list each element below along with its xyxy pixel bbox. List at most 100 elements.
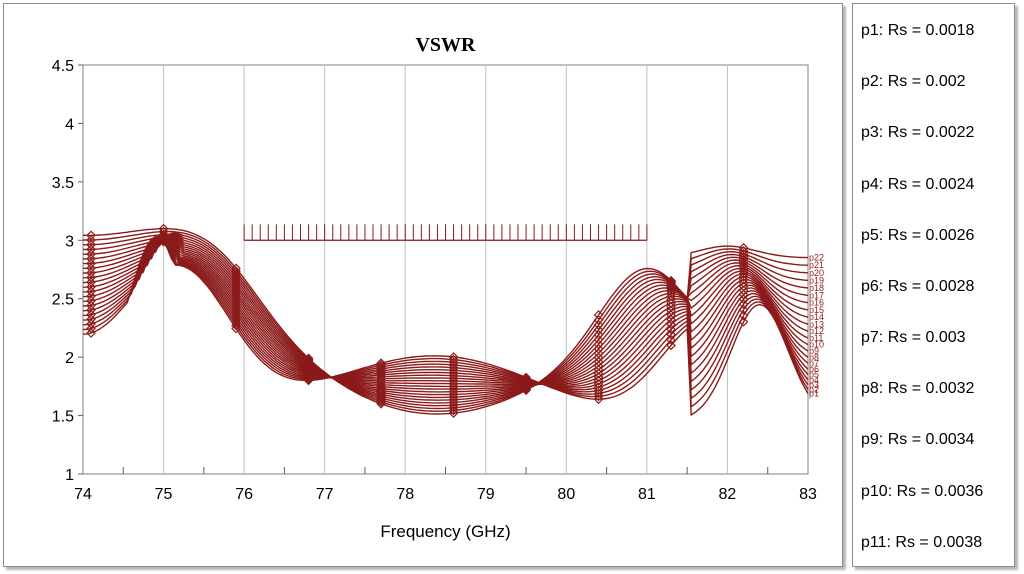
series-marker [448, 408, 459, 418]
series-marker [86, 263, 96, 273]
series-end-label: p6 [809, 364, 819, 374]
legend-panel: p1: Rs = 0.0018 p2: Rs = 0.002 p3: Rs = … [852, 3, 1015, 567]
series-marker [86, 258, 96, 269]
x-tick-label: 77 [316, 486, 334, 503]
series-marker [86, 277, 96, 288]
series-marker [86, 239, 96, 250]
series-line-22 [83, 227, 809, 415]
series-marker [86, 309, 96, 320]
x-tick-label: 74 [74, 486, 92, 503]
y-tick-label: 3.5 [52, 175, 74, 192]
x-tick-label: 75 [155, 486, 173, 503]
series-marker [86, 295, 96, 306]
series-marker [86, 253, 96, 264]
series-marker [86, 305, 96, 315]
series-end-label: p15 [809, 305, 824, 315]
series-end-label: p12 [809, 326, 824, 336]
series-end-label: p20 [809, 268, 824, 278]
series-marker [593, 372, 604, 382]
legend-item-p5: p5: Rs = 0.0026 [861, 227, 975, 244]
series-end-label: p16 [809, 298, 824, 308]
legend-item-p3: p3: Rs = 0.0022 [861, 124, 975, 141]
x-axis-title: Frequency (GHz) [380, 522, 510, 541]
x-tick-label: 80 [557, 486, 575, 503]
series-marker [376, 397, 386, 407]
series-marker [158, 223, 169, 234]
y-tick-label: 4.5 [52, 58, 74, 75]
y-tick-label: 3 [65, 233, 74, 250]
series-marker [86, 286, 96, 297]
series-marker [231, 263, 241, 274]
legend-item-p1: p1: Rs = 0.0018 [861, 22, 975, 39]
series-marker [86, 235, 96, 245]
series-marker [86, 267, 96, 278]
series-end-label: p19 [809, 275, 824, 285]
series-end-label: p9 [809, 346, 819, 356]
series-marker [86, 300, 96, 311]
series-marker [666, 319, 676, 330]
series-marker [448, 405, 459, 416]
series-end-label: p10 [809, 340, 824, 350]
y-tick-label: 4 [65, 116, 74, 133]
series-end-label: p8 [809, 352, 819, 362]
x-tick-label: 81 [638, 486, 656, 503]
series-marker [86, 323, 96, 334]
series-end-label: p21 [809, 260, 824, 270]
series-marker [666, 314, 676, 325]
series-marker [376, 398, 386, 409]
series-end-label: p22 [809, 253, 824, 263]
x-tick-label: 82 [719, 486, 737, 503]
x-tick-label: 78 [396, 486, 414, 503]
x-tick-label: 79 [477, 486, 495, 503]
series-end-label: p14 [809, 312, 824, 322]
legend-item-p6: p6: Rs = 0.0028 [861, 278, 975, 295]
series-end-label: p7 [809, 358, 819, 368]
series-end-label: p13 [809, 319, 824, 329]
series-end-label: p2 [809, 384, 819, 394]
series-marker [666, 305, 676, 316]
series-marker [593, 310, 604, 320]
series-marker [521, 385, 531, 396]
series-end-label: p5 [809, 370, 819, 380]
series-end-label: p1 [809, 389, 819, 399]
vswr-chart: 74 75 76 77 78 79 80 81 82 83 1 1.5 2 2.5 3 3.5 4 4.5 VSWR… [52, 34, 824, 541]
series-marker [86, 314, 96, 325]
series-end-label: p17 [809, 290, 824, 300]
series-marker [666, 324, 676, 335]
x-tick-label: 83 [799, 486, 817, 503]
series-marker [738, 243, 749, 253]
series-marker [666, 310, 676, 320]
series-marker [303, 354, 314, 365]
series-marker [86, 244, 96, 255]
curve-group: p1p2p3p4p5p6p7p8p9p10p11p12p13p14p15p16p… [82, 223, 824, 418]
series-marker [666, 329, 676, 340]
legend-item-p4: p4: Rs = 0.0024 [861, 176, 975, 193]
chart-panel: 74 75 76 77 78 79 80 81 82 83 1 1.5 2 2.5 3 3.5 4 4.5 VSWR… [3, 3, 843, 567]
series-end-label: p3 [809, 380, 819, 390]
y-tick-label: 1 [65, 467, 74, 484]
series-marker [666, 335, 676, 345]
legend-item-p11: p11: Rs = 0.0038 [861, 534, 983, 551]
series-marker [86, 291, 96, 301]
legend-item-p2: p2: Rs = 0.002 [861, 73, 966, 90]
legend-item-p10: p10: Rs = 0.0036 [861, 483, 984, 500]
chart-title: VSWR [415, 34, 476, 56]
y-tick-label: 2.5 [52, 292, 74, 309]
x-tick-label: 76 [235, 486, 253, 503]
series-marker [666, 301, 676, 312]
series-end-label: p11 [809, 333, 823, 343]
series-end-label: p4 [809, 375, 819, 385]
y-tick-label: 1.5 [52, 409, 74, 426]
series-marker [86, 328, 96, 338]
series-marker [86, 281, 96, 292]
series-marker [448, 402, 459, 413]
legend-item-p7: p7: Rs = 0.003 [861, 329, 966, 346]
y-tick-label: 2 [65, 350, 74, 367]
series-marker [303, 353, 314, 364]
series-marker [86, 249, 96, 259]
series-marker [86, 319, 96, 329]
series-marker [86, 272, 96, 283]
series-marker [86, 230, 96, 241]
series-end-label: p18 [809, 283, 824, 293]
legend-item-p8: p8: Rs = 0.0032 [861, 380, 975, 397]
